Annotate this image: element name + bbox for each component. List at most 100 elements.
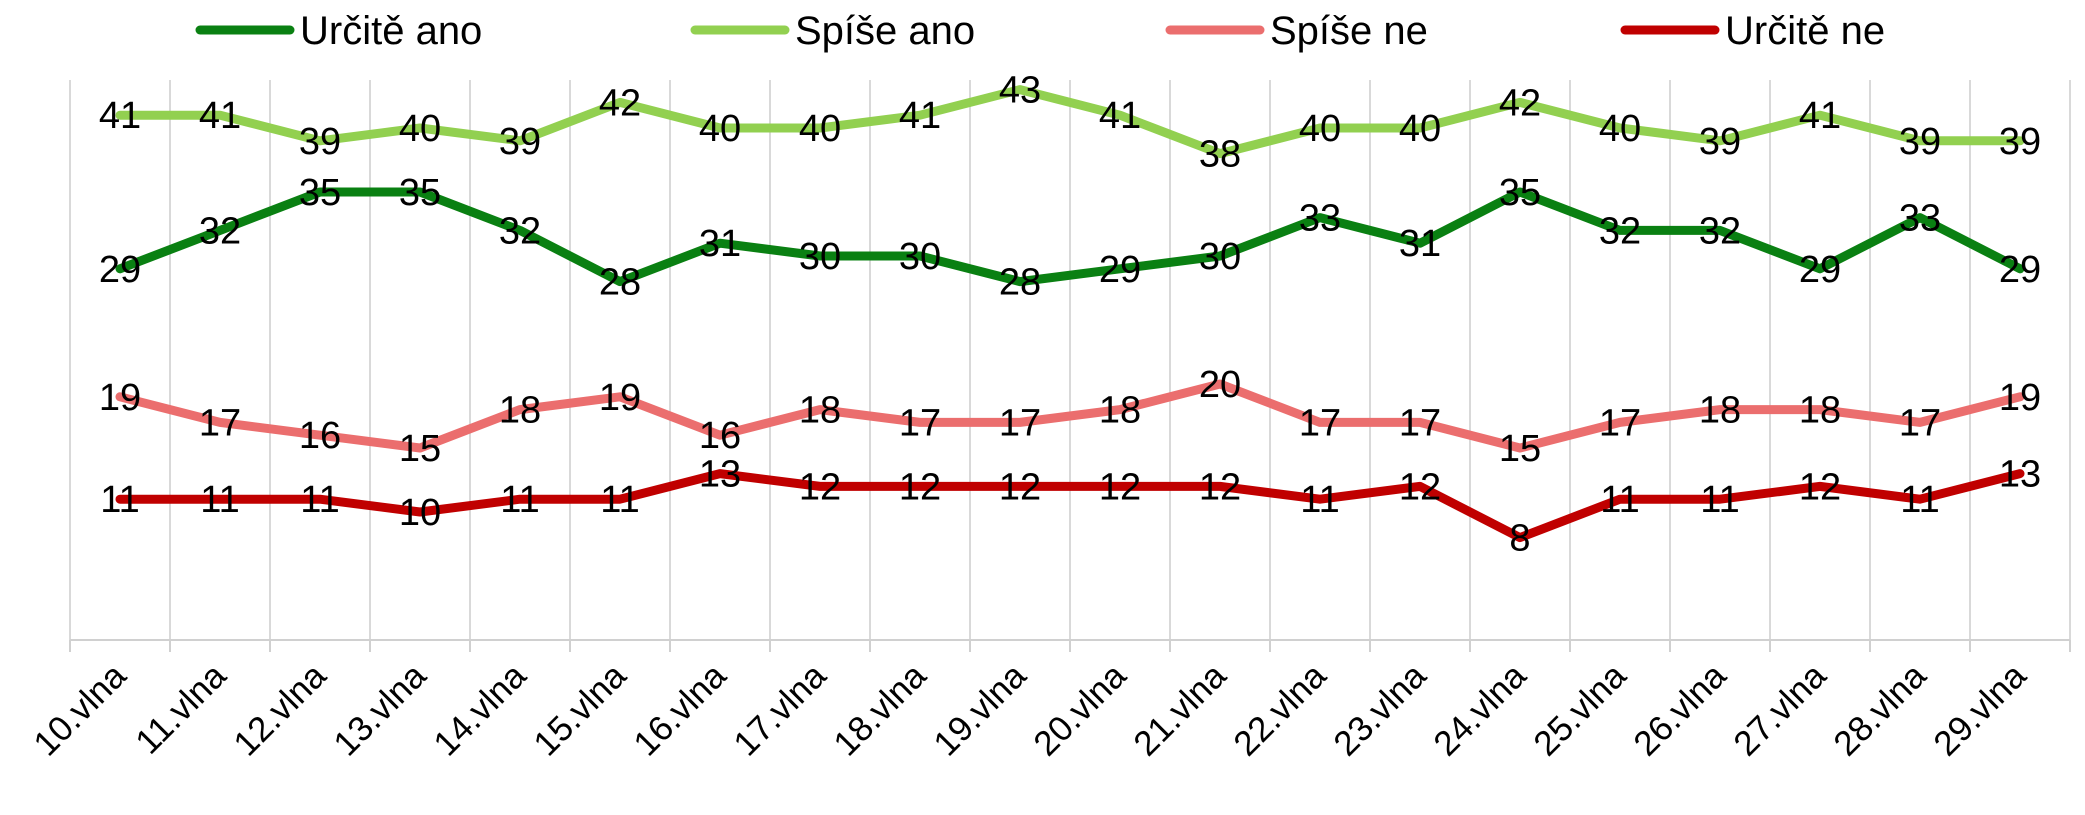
data-label: 19	[599, 377, 641, 419]
data-label: 40	[1399, 108, 1441, 150]
data-label: 12	[1099, 466, 1141, 508]
data-label: 17	[1899, 402, 1941, 444]
data-label: 29	[99, 249, 141, 291]
data-label: 28	[999, 262, 1041, 304]
x-axis-ticks	[69, 640, 2071, 652]
data-label: 11	[1700, 479, 1739, 521]
data-label: 18	[1099, 390, 1141, 432]
data-label: 42	[1499, 82, 1541, 124]
data-label: 39	[1699, 121, 1741, 163]
data-label: 30	[899, 236, 941, 278]
data-label: 13	[699, 454, 741, 496]
data-label: 17	[999, 402, 1041, 444]
data-label: 35	[299, 172, 341, 214]
data-label: 39	[1999, 121, 2041, 163]
x-tick-label: 22.vlna	[1226, 656, 1334, 764]
data-label: 10	[399, 492, 441, 534]
data-label: 32	[1599, 210, 1641, 252]
x-tick-label: 24.vlna	[1426, 656, 1534, 764]
data-label: 12	[899, 466, 941, 508]
legend-label: Spíše ano	[795, 9, 975, 53]
data-label: 40	[1299, 108, 1341, 150]
x-tick-label: 27.vlna	[1726, 656, 1834, 764]
legend-label: Určitě ne	[1725, 9, 1885, 53]
data-label: 19	[99, 377, 141, 419]
data-label: 39	[299, 121, 341, 163]
data-label: 15	[399, 428, 441, 470]
data-label: 41	[99, 95, 141, 137]
x-tick-label: 23.vlna	[1326, 656, 1434, 764]
x-tick-label: 20.vlna	[1026, 656, 1134, 764]
data-label: 17	[899, 402, 941, 444]
data-label: 12	[1799, 466, 1841, 508]
series-line-3	[115, 379, 2025, 453]
data-label: 13	[1999, 454, 2041, 496]
data-label: 16	[699, 415, 741, 457]
data-label: 29	[1999, 249, 2041, 291]
data-label: 17	[1399, 402, 1441, 444]
data-label: 29	[1799, 249, 1841, 291]
data-label: 18	[499, 390, 541, 432]
data-label: 16	[299, 415, 341, 457]
data-label: 32	[499, 210, 541, 252]
data-label: 39	[499, 121, 541, 163]
data-label: 35	[399, 172, 441, 214]
data-label: 30	[1199, 236, 1241, 278]
data-label: 40	[799, 108, 841, 150]
data-label: 17	[199, 402, 241, 444]
data-label: 11	[500, 479, 539, 521]
series-line-4	[115, 469, 2025, 543]
data-label: 11	[600, 479, 639, 521]
data-label: 8	[1509, 518, 1530, 560]
data-label: 28	[599, 262, 641, 304]
x-tick-label: 12.vlna	[226, 656, 334, 764]
data-label: 12	[1399, 466, 1441, 508]
data-label: 12	[1199, 466, 1241, 508]
x-tick-label: 25.vlna	[1526, 656, 1634, 764]
series-line-1	[115, 187, 2025, 287]
data-label: 12	[799, 466, 841, 508]
data-label: 31	[1399, 223, 1441, 265]
data-label: 17	[1299, 402, 1341, 444]
x-tick-label: 28.vlna	[1826, 656, 1934, 764]
data-label: 42	[599, 82, 641, 124]
data-label: 40	[399, 108, 441, 150]
x-tick-label: 19.vlna	[926, 656, 1034, 764]
series-line-2	[115, 85, 2025, 159]
x-tick-label: 15.vlna	[526, 656, 634, 764]
data-label: 12	[999, 466, 1041, 508]
data-label: 15	[1499, 428, 1541, 470]
data-label: 41	[899, 95, 941, 137]
data-label: 33	[1299, 198, 1341, 240]
data-label: 32	[1699, 210, 1741, 252]
data-label: 20	[1199, 364, 1241, 406]
x-tick-label: 11.vlna	[128, 656, 234, 762]
data-label: 43	[999, 70, 1041, 112]
data-label: 35	[1499, 172, 1541, 214]
data-label: 29	[1099, 249, 1141, 291]
data-label: 41	[1799, 95, 1841, 137]
legend: Určitě ano Spíše ano Spíše ne Určitě ne	[195, 9, 1885, 53]
data-label: 40	[699, 108, 741, 150]
grid-lines	[69, 80, 2071, 640]
legend-label: Určitě ano	[300, 9, 482, 53]
data-label: 18	[1799, 390, 1841, 432]
data-label: 41	[1099, 95, 1141, 137]
data-label: 32	[199, 210, 241, 252]
data-label: 11	[1600, 479, 1639, 521]
x-tick-label: 10.vlna	[26, 656, 134, 764]
legend-label: Spíše ne	[1270, 9, 1428, 53]
x-tick-label: 13.vlna	[326, 656, 434, 764]
data-label: 39	[1899, 121, 1941, 163]
data-label: 40	[1599, 108, 1641, 150]
data-label: 19	[1999, 377, 2041, 419]
x-tick-label: 14.vlna	[426, 656, 534, 764]
data-label: 33	[1899, 198, 1941, 240]
x-axis-tick-labels: 10.vlna11.vlna12.vlna13.vlna14.vlna15.vl…	[26, 656, 2034, 764]
x-tick-label: 16.vlna	[626, 656, 734, 764]
data-label: 30	[799, 236, 841, 278]
data-labels: 29 32 35 35 32 28 31 30 30 28 29 30 33 31 35 32 32 29 33 29…	[99, 70, 2041, 560]
x-tick-label: 18.vlna	[826, 656, 934, 764]
x-tick-label: 21.vlna	[1126, 656, 1234, 764]
x-tick-label: 26.vlna	[1626, 656, 1734, 764]
